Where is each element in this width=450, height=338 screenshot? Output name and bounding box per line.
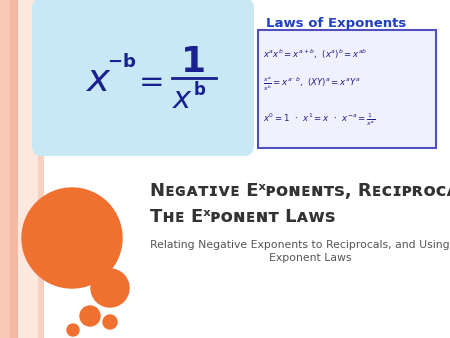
Bar <box>38 0 44 338</box>
Text: $\mathbf{b}$: $\mathbf{b}$ <box>194 81 207 99</box>
Circle shape <box>103 315 117 329</box>
Text: $=$: $=$ <box>133 66 163 95</box>
Circle shape <box>91 269 129 307</box>
Text: Nᴇɢᴀᴛɪᴠᴇ Eˣᴘᴏɴᴇɴᴛs, Rᴇᴄɪᴘʀᴏᴄᴀʟs, ᴀɴᴅ: Nᴇɢᴀᴛɪᴠᴇ Eˣᴘᴏɴᴇɴᴛs, Rᴇᴄɪᴘʀᴏᴄᴀʟs, ᴀɴᴅ <box>150 182 450 200</box>
Text: $\frac{x^a}{x^b} = x^{a \cdot b}$,  $(XY)^a = x^aY^a$: $\frac{x^a}{x^b} = x^{a \cdot b}$, $(XY)… <box>263 75 360 93</box>
Text: Relating Negative Exponents to Reciprocals, and Using the: Relating Negative Exponents to Reciproca… <box>149 240 450 250</box>
Bar <box>18 0 38 338</box>
Text: $\mathit{x}$: $\mathit{x}$ <box>172 86 194 115</box>
Bar <box>0 0 10 338</box>
Bar <box>258 30 436 148</box>
Text: $x^ax^b = x^{a+b}$,  $(x^a)^b = x^{ab}$: $x^ax^b = x^{a+b}$, $(x^a)^b = x^{ab}$ <box>263 47 368 61</box>
Text: $\mathit{x}$: $\mathit{x}$ <box>85 61 111 99</box>
Text: $\mathbf{1}$: $\mathbf{1}$ <box>180 45 204 79</box>
Bar <box>10 0 18 338</box>
Text: Tʜᴇ Eˣᴘᴏɴᴇɴᴛ Lᴀᴡs: Tʜᴇ Eˣᴘᴏɴᴇɴᴛ Lᴀᴡs <box>150 208 336 226</box>
Text: $x^0 = 1$  $\cdot$  $x^1 = x$  $\cdot$  $x^{-a} = \frac{1}{x^a}$: $x^0 = 1$ $\cdot$ $x^1 = x$ $\cdot$ $x^{… <box>263 112 375 128</box>
Text: Laws of Exponents: Laws of Exponents <box>266 17 406 30</box>
Circle shape <box>67 324 79 336</box>
Circle shape <box>80 306 100 326</box>
Text: Exponent Laws: Exponent Laws <box>269 253 351 263</box>
Circle shape <box>22 188 122 288</box>
Text: $\mathbf{-b}$: $\mathbf{-b}$ <box>108 53 137 71</box>
FancyBboxPatch shape <box>32 0 254 156</box>
